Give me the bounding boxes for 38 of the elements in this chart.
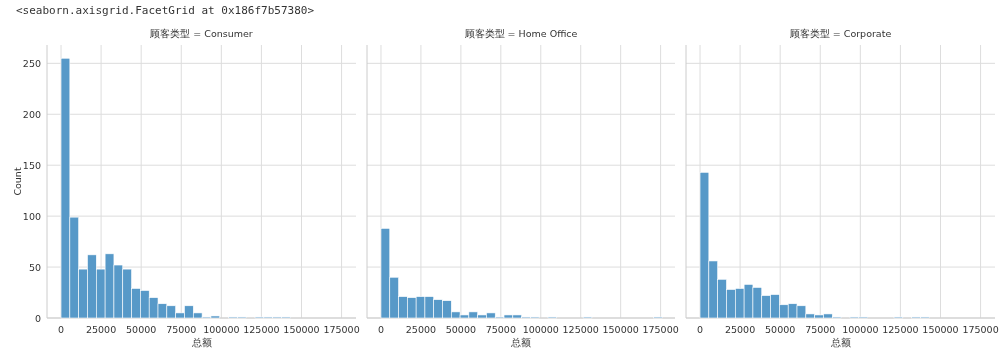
chart-title: 顾客类型 = Corporate — [789, 28, 892, 39]
y-tick-label: 200 — [22, 108, 41, 120]
x-tick-label: 50000 — [765, 324, 796, 335]
x-tick-label: 75000 — [805, 324, 836, 335]
y-tick-label: 150 — [22, 159, 41, 171]
x-tick-label: 150000 — [283, 324, 320, 335]
y-tick-label: 0 — [34, 312, 41, 324]
x-tick-label: 75000 — [485, 324, 516, 335]
x-tick-label: 100000 — [842, 324, 879, 335]
chart-title: 顾客类型 = Consumer — [150, 28, 253, 39]
x-axis-title: 总额 — [190, 337, 212, 348]
x-tick-label: 25000 — [724, 324, 756, 335]
y-tick-label: 100 — [22, 210, 41, 222]
x-tick-label: 0 — [377, 324, 385, 335]
x-tick-label: 125000 — [243, 324, 280, 335]
x-tick-label: 100000 — [203, 324, 240, 335]
y-tick-label: 250 — [22, 57, 41, 69]
x-tick-label: 50000 — [126, 324, 157, 335]
x-tick-label: 175000 — [323, 324, 360, 335]
x-tick-label: 0 — [697, 324, 704, 335]
x-tick-label: 125000 — [882, 324, 919, 335]
chart-title: 顾客类型 = Home Office — [464, 28, 578, 39]
x-tick-label: 100000 — [522, 324, 559, 335]
x-tick-label: 175000 — [962, 324, 999, 335]
x-tick-label: 75000 — [166, 324, 197, 335]
x-tick-label: 150000 — [922, 324, 959, 335]
x-tick-label: 0 — [58, 324, 65, 335]
x-tick-label: 150000 — [602, 324, 639, 335]
x-tick-label: 125000 — [562, 324, 599, 335]
y-tick-label: 50 — [28, 261, 41, 273]
x-axis-title: 总额 — [829, 337, 851, 348]
x-tick-label: 50000 — [445, 324, 476, 335]
x-tick-label: 25000 — [405, 324, 437, 335]
y-axis-title: Count — [12, 167, 23, 196]
text: <seaborn.axisgrid.FacetGrid at 0x186f7b57380> — [16, 4, 315, 17]
x-tick-label: 175000 — [642, 324, 679, 335]
x-axis-title: 总额 — [510, 337, 531, 348]
x-tick-label: 25000 — [85, 324, 117, 335]
